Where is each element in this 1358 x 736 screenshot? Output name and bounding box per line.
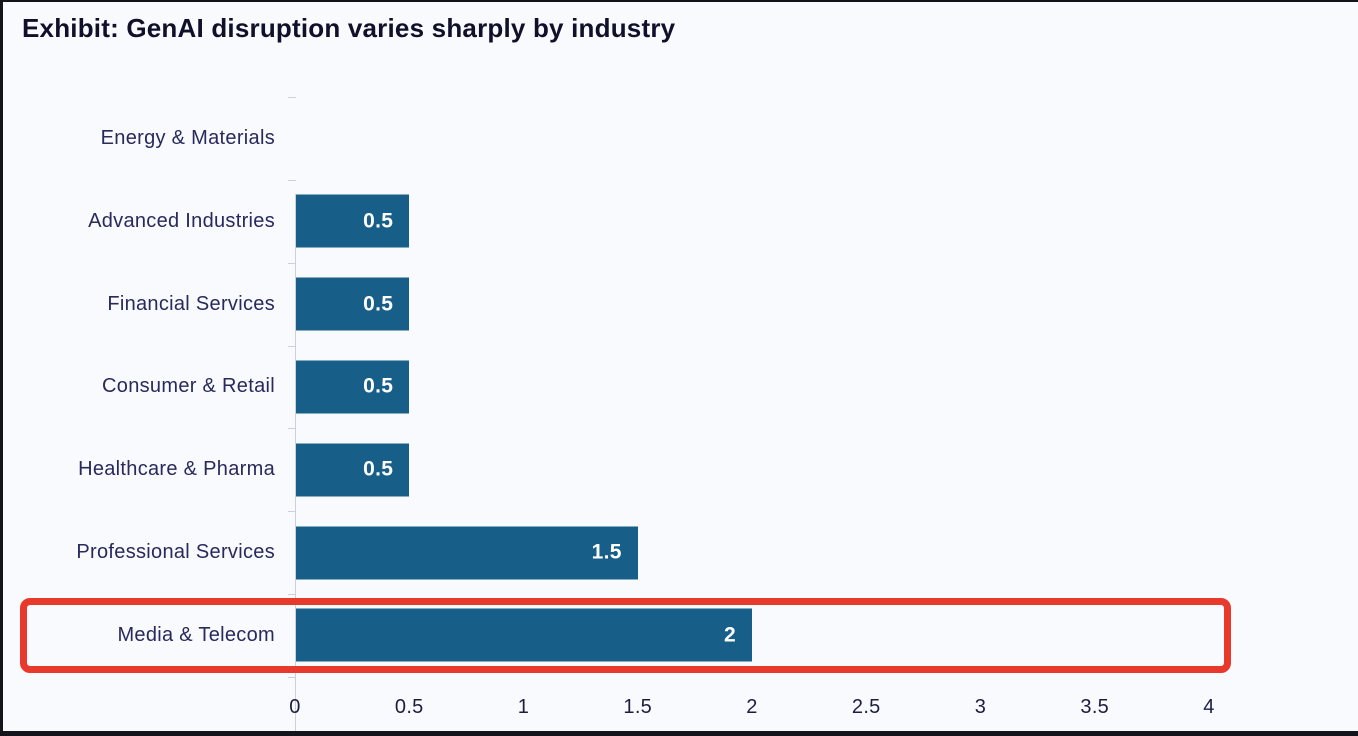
bar-area: 0.5 (295, 346, 1358, 429)
y-axis-tick (288, 677, 296, 678)
x-axis-tick-label: 0.5 (394, 696, 424, 718)
chart-row: Media & Telecom 2 (0, 594, 1358, 677)
x-axis-tick-label: 3.5 (1080, 696, 1110, 718)
bar: 0.5 (295, 277, 410, 331)
y-axis-tick (288, 428, 296, 430)
chart-row: Financial Services 0.5 (0, 263, 1358, 346)
x-axis-tick-label: 2.5 (851, 696, 881, 718)
bar: 0.5 (295, 194, 410, 248)
bar-area: 0.5 (295, 263, 1358, 346)
y-axis-tick (288, 179, 296, 181)
x-axis-tick-label: 1 (517, 696, 530, 718)
x-axis-labels: 0 0.5 1 1.5 2 2.5 3 3.5 4 (0, 696, 1358, 724)
bar: 2 (295, 608, 752, 662)
bar-value-label: 0.5 (363, 457, 394, 481)
category-label: Professional Services (76, 541, 275, 564)
bar-area (295, 97, 1358, 180)
bar: 0.5 (295, 443, 410, 497)
frame-border-top (0, 0, 1358, 2)
x-axis-tick-label: 4 (1203, 696, 1215, 718)
chart-row: Healthcare & Pharma 0.5 (0, 428, 1358, 511)
x-axis-tick-label: 2 (746, 696, 758, 718)
y-axis-tick (288, 262, 296, 264)
category-label: Consumer & Retail (102, 375, 275, 398)
frame-border-bottom (0, 731, 1358, 736)
bar-value-label: 2 (724, 623, 736, 647)
y-axis-line (295, 194, 296, 736)
category-label: Financial Services (107, 292, 275, 315)
bar: 0.5 (295, 360, 410, 414)
chart-row: Consumer & Retail 0.5 (0, 346, 1358, 429)
bar-area: 1.5 (295, 511, 1358, 594)
chart-row: Professional Services 1.5 (0, 511, 1358, 594)
chart-title: Exhibit: GenAI disruption varies sharply… (22, 13, 676, 43)
bar-value-label: 0.5 (363, 292, 394, 316)
category-label: Energy & Materials (100, 126, 275, 149)
chart-rows: Energy & Materials Advanced Industries 0.5… (0, 97, 1358, 677)
bar-chart: Energy & Materials Advanced Industries 0.5… (0, 97, 1358, 736)
category-label: Media & Telecom (117, 623, 275, 646)
y-axis-tick (288, 511, 296, 513)
y-axis-tick (288, 97, 296, 98)
bar-area: 0.5 (295, 180, 1358, 263)
chart-row: Advanced Industries 0.5 (0, 180, 1358, 263)
bar: 1.5 (295, 526, 638, 580)
bar-area: 2 (295, 594, 1358, 677)
y-axis-tick (288, 594, 296, 596)
bar-value-label: 0.5 (363, 374, 394, 398)
y-axis-tick (288, 345, 296, 347)
x-axis-tick-label: 0 (289, 696, 301, 718)
bar-area: 0.5 (295, 428, 1358, 511)
category-label: Advanced Industries (88, 209, 275, 232)
x-axis-tick-label: 3 (974, 696, 987, 718)
frame-border-left (0, 0, 3, 736)
chart-row: Energy & Materials (0, 97, 1358, 180)
bar-value-label: 1.5 (591, 540, 622, 564)
bar-value-label: 0.5 (363, 209, 394, 233)
x-axis-tick-label: 1.5 (623, 696, 653, 718)
category-label: Healthcare & Pharma (78, 458, 275, 481)
